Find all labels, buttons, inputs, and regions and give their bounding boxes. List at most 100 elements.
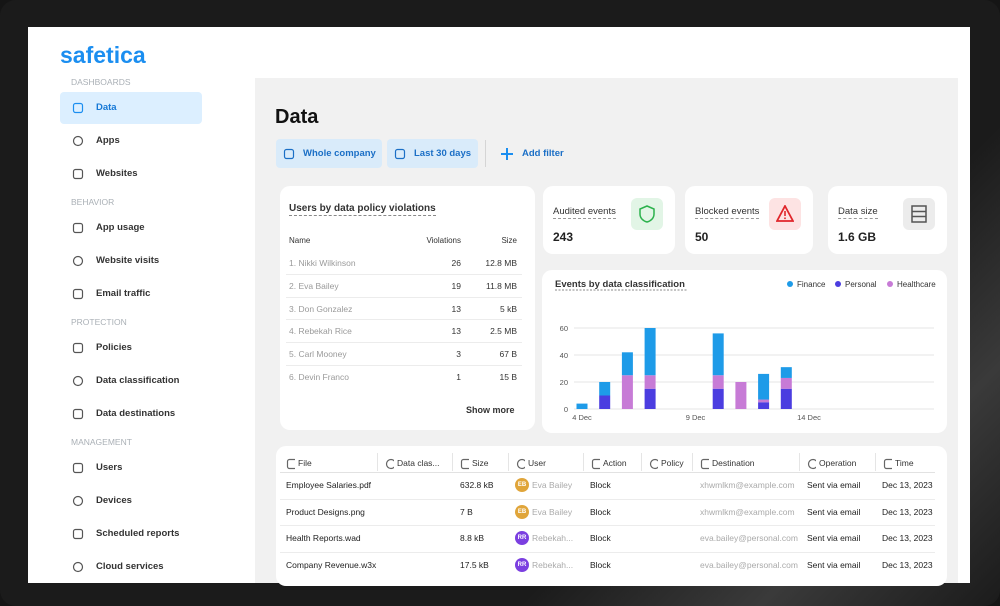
- bar-segment: [712, 333, 724, 376]
- bar-segment: [780, 367, 792, 378]
- destination: eva.bailey@personal.com: [700, 533, 798, 543]
- legend-marker: [887, 281, 893, 287]
- icon: [639, 205, 655, 223]
- nav-active-bg[interactable]: [60, 92, 202, 124]
- nav-item[interactable]: App usage: [96, 222, 145, 233]
- user: Rebekah...: [532, 533, 574, 543]
- operation: Sent via email: [807, 533, 861, 543]
- time: Dec 13, 2023: [882, 506, 933, 517]
- column-header[interactable]: Data clas...: [397, 458, 440, 468]
- size: 17.5 kB: [460, 559, 489, 570]
- column-divider: [692, 453, 693, 471]
- icon: [591, 458, 600, 470]
- icon: [385, 458, 394, 470]
- column-header: Name: [289, 236, 311, 245]
- bar-segment: [758, 373, 770, 400]
- column-header[interactable]: Policy: [661, 458, 684, 468]
- icon: [72, 342, 84, 354]
- stat-label: Data size: [838, 206, 878, 219]
- icon: [72, 495, 84, 507]
- row-divider: [286, 273, 522, 275]
- filter-chip[interactable]: [387, 139, 478, 168]
- stat-icon-bg: [631, 198, 663, 230]
- file-name: Health Reports.wad: [286, 533, 361, 543]
- bar-segment: [758, 402, 770, 409]
- column-header[interactable]: Destination: [712, 458, 755, 468]
- card-title: Users by data policy violations: [289, 203, 436, 216]
- nav-item[interactable]: Scheduled reports: [96, 528, 180, 539]
- column-divider: [641, 453, 642, 471]
- cell: 19: [451, 280, 461, 291]
- row-divider: [286, 296, 522, 298]
- nav-item[interactable]: Website visits: [96, 255, 160, 266]
- nav-item[interactable]: Data: [96, 102, 117, 113]
- column-header: Violations: [426, 236, 461, 245]
- column-header[interactable]: User: [528, 458, 546, 468]
- legend-label: Finance: [797, 280, 826, 289]
- cell: 15 B: [499, 372, 518, 382]
- column-divider: [377, 453, 378, 471]
- filter-label[interactable]: Last 30 days: [414, 148, 472, 159]
- user-name: 1. Nikki Wilkinson: [289, 258, 356, 268]
- stat-value: 243: [553, 230, 574, 244]
- x-tick-label: 9 Dec: [686, 413, 706, 422]
- y-tick-label: 60: [560, 324, 568, 333]
- nav-item[interactable]: Data classification: [96, 375, 180, 386]
- size: 632.8 kB: [460, 480, 494, 490]
- avatar: EB: [515, 478, 529, 492]
- column-header[interactable]: Operation: [819, 458, 857, 468]
- icon: [286, 458, 295, 470]
- nav-item[interactable]: Devices: [96, 495, 132, 506]
- column-header[interactable]: Size: [472, 458, 489, 468]
- y-tick-label: 0: [564, 405, 568, 414]
- column-header[interactable]: Time: [895, 458, 914, 468]
- icon: [283, 148, 295, 160]
- add-filter[interactable]: Add filter: [522, 148, 564, 159]
- column-divider: [875, 453, 876, 471]
- nav-item[interactable]: Cloud services: [96, 561, 164, 572]
- column-header[interactable]: Action: [603, 458, 627, 468]
- time: Dec 13, 2023: [882, 480, 933, 490]
- show-more[interactable]: Show more: [466, 405, 515, 415]
- logo: safetica: [60, 42, 146, 68]
- filter-label[interactable]: Whole company: [303, 148, 376, 159]
- nav-item[interactable]: Email traffic: [96, 288, 151, 299]
- cell: 12.8 MB: [485, 258, 517, 268]
- cell: 11.8 MB: [485, 280, 517, 291]
- avatar: RR: [515, 531, 529, 545]
- column-header[interactable]: File: [298, 458, 312, 468]
- x-tick-label: 4 Dec: [572, 413, 592, 422]
- legend-label: Healthcare: [897, 280, 936, 289]
- time: Dec 13, 2023: [882, 559, 933, 570]
- file-name: Company Revenue.w3x: [286, 559, 377, 570]
- file-name: Employee Salaries.pdf: [286, 480, 372, 490]
- icon: [807, 458, 816, 470]
- y-tick-label: 20: [560, 378, 568, 387]
- column-divider: [508, 453, 509, 471]
- card: [280, 186, 535, 430]
- icon: [72, 102, 84, 114]
- cell: 67 B: [499, 349, 518, 360]
- stat-value: 50: [695, 230, 709, 244]
- nav-item[interactable]: Users: [96, 462, 123, 473]
- icon: [72, 528, 84, 540]
- operation: Sent via email: [807, 559, 861, 570]
- icon: [700, 458, 709, 470]
- user: Eva Bailey: [532, 480, 573, 490]
- nav-item[interactable]: Policies: [96, 342, 132, 353]
- legend-label: Personal: [845, 280, 877, 289]
- nav-item[interactable]: Apps: [96, 135, 120, 146]
- cell: 2.5 MB: [490, 326, 517, 337]
- operation: Sent via email: [807, 480, 861, 490]
- column-header: Size: [501, 236, 517, 245]
- nav-item[interactable]: Data destinations: [96, 408, 176, 419]
- user-name: 2. Eva Bailey: [289, 280, 339, 291]
- icon: [72, 408, 84, 420]
- stat-icon-bg: [903, 198, 935, 230]
- bar-segment: [576, 403, 588, 409]
- icon: [72, 288, 84, 300]
- nav-item[interactable]: Websites: [96, 168, 138, 179]
- user: Rebekah...: [532, 559, 574, 570]
- size: 8.8 kB: [460, 533, 485, 543]
